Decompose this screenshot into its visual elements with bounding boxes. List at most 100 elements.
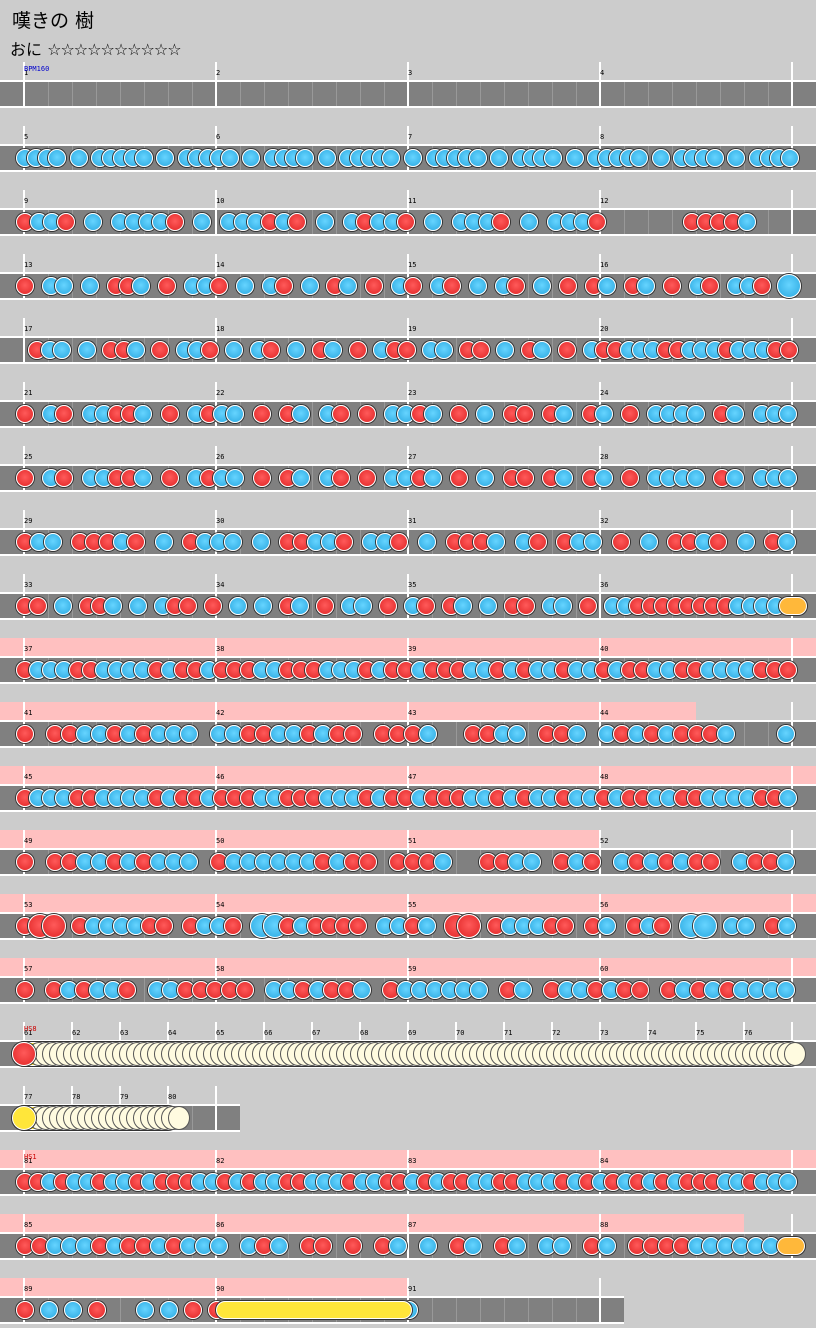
- ka-note: [555, 469, 574, 487]
- don-note: [200, 341, 219, 359]
- measure-number: 61: [24, 1029, 33, 1037]
- ka-note: [533, 341, 552, 359]
- ka-note: [300, 277, 319, 295]
- measure-number: 13: [24, 261, 33, 269]
- beat-line: [360, 82, 361, 106]
- beat-line: [768, 210, 769, 234]
- beat-line: [552, 274, 553, 298]
- chart-row: 41 42 43 44: [0, 702, 816, 766]
- beat-line: [240, 82, 241, 106]
- measure-number: 27: [408, 453, 417, 461]
- measure-number: 29: [24, 517, 33, 525]
- beat-line: [576, 466, 577, 490]
- beat-line: [648, 210, 649, 234]
- beat-line: [744, 466, 745, 490]
- ka-note: [519, 213, 538, 231]
- measure-number: 22: [216, 389, 225, 397]
- don-note: [516, 597, 535, 615]
- ka-note: [651, 149, 670, 167]
- ka-note: [513, 981, 532, 999]
- ka-note: [434, 341, 453, 359]
- ka-note: [424, 213, 443, 231]
- don-note: [262, 341, 281, 359]
- measure-number: 18: [216, 325, 225, 333]
- ka-note: [598, 917, 616, 935]
- don-note: [507, 277, 526, 295]
- balloon-note: [779, 597, 808, 615]
- ka-note: [705, 149, 724, 167]
- measure-number: 10: [216, 197, 225, 205]
- big-don-note: [41, 914, 66, 938]
- measure-number: 28: [600, 453, 609, 461]
- don-note: [579, 597, 598, 615]
- measure-number: 75: [696, 1029, 705, 1037]
- chart-row: 61 62 63 64 65 66 67 68 69 70 71 72 73 74 75 76 HS8: [0, 1022, 816, 1086]
- ka-note: [223, 533, 242, 551]
- beat-line: [648, 146, 649, 170]
- don-note: [390, 533, 409, 551]
- beat-line: [768, 722, 769, 746]
- ka-note: [433, 853, 452, 871]
- beat-line: [456, 722, 457, 746]
- beat-line: [264, 82, 265, 106]
- bar-line: [599, 510, 601, 556]
- scroll-event-label: BPM160: [24, 65, 50, 73]
- ka-note: [736, 533, 755, 551]
- ka-note: [136, 1301, 154, 1319]
- measure-number: 16: [600, 261, 609, 269]
- beat-line: [192, 82, 193, 106]
- measure-number: 52: [600, 837, 609, 845]
- bar-line: [215, 446, 217, 492]
- measure-number: 12: [600, 197, 609, 205]
- ka-note: [53, 597, 72, 615]
- measure-number: 31: [408, 517, 417, 525]
- measure-number: 88: [600, 1221, 609, 1229]
- bar-line: [407, 510, 409, 556]
- don-note: [348, 917, 367, 935]
- ka-note: [417, 533, 436, 551]
- don-note: [583, 853, 602, 871]
- chart-row: 25 26 27 28: [0, 446, 816, 510]
- bar-line: [215, 1086, 217, 1132]
- don-note: [492, 213, 511, 231]
- ka-note: [154, 533, 173, 551]
- ka-note: [382, 149, 401, 167]
- don-note: [16, 725, 34, 743]
- bar-line: [791, 894, 793, 940]
- ka-note: [128, 597, 147, 615]
- ka-note: [235, 277, 254, 295]
- don-note: [16, 1301, 34, 1319]
- ka-note: [269, 1237, 288, 1255]
- beat-line: [768, 82, 769, 106]
- measure-number: 33: [24, 581, 33, 589]
- chart-row: 33 34 35 36: [0, 574, 816, 638]
- ka-note: [84, 213, 103, 231]
- ka-note: [544, 149, 563, 167]
- measure-number: 86: [216, 1221, 225, 1229]
- chart-row: 9 10 11 12: [0, 190, 816, 254]
- measure-number: 42: [216, 709, 225, 717]
- beat-line: [312, 466, 313, 490]
- measure-number: 6: [216, 133, 221, 141]
- measure-number: 44: [600, 709, 609, 717]
- bar-line: [599, 702, 601, 748]
- beat-line: [552, 82, 553, 106]
- beat-line: [96, 82, 97, 106]
- beat-line: [336, 1234, 337, 1258]
- bar-line: [23, 62, 25, 108]
- big-ka-note: [777, 274, 802, 298]
- measure-number: 78: [72, 1093, 81, 1101]
- beat-line: [336, 146, 337, 170]
- drumroll-ring: [168, 1106, 190, 1130]
- ka-note: [156, 149, 175, 167]
- measure-number: 46: [216, 773, 225, 781]
- measure-number: 43: [408, 709, 417, 717]
- don-note: [210, 277, 228, 295]
- ka-note: [584, 533, 603, 551]
- measure-number: 1: [24, 69, 29, 77]
- balloon-note: [777, 1237, 806, 1255]
- beat-line: [576, 1234, 577, 1258]
- measure-number: 60: [600, 965, 609, 973]
- measure-number: 83: [408, 1157, 417, 1165]
- ka-note: [686, 469, 705, 487]
